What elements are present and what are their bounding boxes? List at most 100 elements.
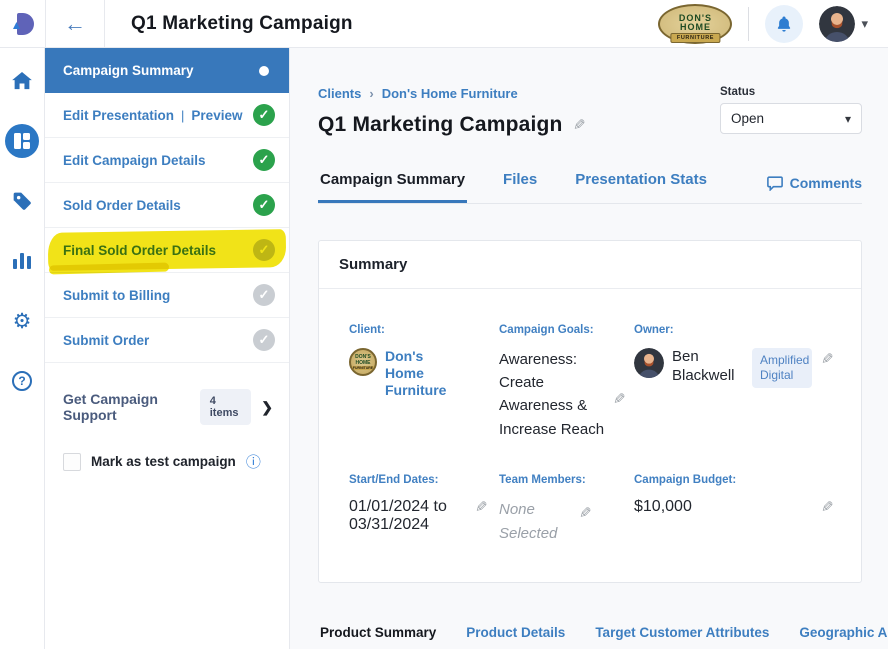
dates-label: Start/End Dates:	[349, 473, 439, 486]
status-group: Status Open ▾	[720, 86, 862, 134]
tab-geographic-areas[interactable]: Geographic Areas	[799, 624, 888, 640]
nav-item-label: Edit Campaign Details	[63, 152, 206, 168]
tags-nav-button[interactable]	[5, 184, 39, 218]
edit-budget-icon[interactable]: ✎	[821, 498, 834, 516]
campaign-support-link[interactable]: Get Campaign Support 4 items ❯	[45, 389, 289, 425]
nav-item-label: Sold Order Details	[63, 197, 181, 213]
brand-logo-icon	[12, 12, 34, 35]
back-arrow-icon: ←	[64, 10, 86, 36]
settings-nav-button[interactable]: ⚙	[5, 304, 39, 338]
owner-name: Ben Blackwell	[672, 347, 735, 384]
nav-item-submit-to-billing[interactable]: Submit to Billing ✓	[45, 273, 289, 318]
team-members-cell: Team Members: None Selected ✎	[499, 473, 634, 546]
status-dropdown[interactable]: Open ▾	[720, 103, 862, 134]
main-tabs: Campaign Summary Files Presentation Stat…	[318, 165, 862, 204]
gear-icon: ⚙	[12, 309, 32, 333]
test-campaign-checkbox[interactable]	[63, 452, 81, 471]
help-nav-button[interactable]: ?	[5, 364, 39, 398]
app-logo[interactable]	[0, 0, 45, 47]
check-icon: ✓	[253, 194, 275, 216]
status-label: Status	[720, 86, 756, 98]
test-campaign-label: Mark as test campaign	[91, 454, 236, 469]
reports-nav-button[interactable]	[5, 244, 39, 278]
chevron-down-icon: ▾	[861, 15, 868, 31]
tab-product-summary[interactable]: Product Summary	[318, 617, 438, 649]
info-icon[interactable]: ⓘ	[245, 454, 261, 471]
nav-item-label: Submit to Billing	[63, 287, 171, 303]
icon-rail: ⚙ ?	[0, 48, 45, 649]
breadcrumb-client-link[interactable]: Don's Home Furniture	[381, 86, 518, 101]
check-icon: ✓	[253, 149, 275, 171]
nav-item-final-sold-order-details[interactable]: Final Sold Order Details ✓	[45, 228, 289, 273]
chevron-down-icon: ▾	[844, 111, 851, 126]
tab-files[interactable]: Files	[503, 171, 538, 188]
user-menu[interactable]: ▾	[819, 5, 868, 42]
tab-presentation-stats[interactable]: Presentation Stats	[575, 171, 707, 188]
team-value: None Selected	[499, 500, 558, 542]
client-cell: Client: DON'S HOME FURNITURE Don's Home …	[349, 323, 499, 441]
nav-item-sold-order-details[interactable]: Sold Order Details ✓	[45, 183, 289, 228]
chevron-right-icon: ❯	[261, 398, 273, 415]
nav-item-edit-presentation[interactable]: Edit Presentation | Preview ✓	[45, 93, 289, 138]
client-name-link[interactable]: Don's Home Furniture	[385, 347, 447, 398]
nav-item-label: Submit Order	[63, 332, 150, 348]
top-bar-right: DON'S HOME FURNITURE	[658, 3, 888, 44]
edit-owner-icon[interactable]: ✎	[821, 350, 834, 368]
help-icon: ?	[12, 371, 32, 391]
nav-item-label: Final Sold Order Details	[63, 242, 217, 258]
breadcrumb-clients-link[interactable]: Clients	[318, 86, 362, 101]
client-label: Client:	[349, 324, 385, 336]
budget-cell: Campaign Budget: $10,000 ✎	[634, 473, 834, 546]
top-bar: ← Q1 Marketing Campaign DON'S HOME FURNI…	[0, 0, 888, 48]
test-campaign-row: Mark as test campaign ⓘ	[45, 451, 289, 472]
budget-value: $10,000	[634, 497, 692, 515]
nav-item-submit-order[interactable]: Submit Order ✓	[45, 318, 289, 363]
status-value: Open	[731, 111, 765, 126]
active-dot-icon	[259, 65, 269, 76]
goals-label: Campaign Goals:	[499, 324, 594, 336]
edit-dates-icon[interactable]: ✎	[475, 498, 488, 516]
campaigns-nav-button[interactable]	[5, 124, 39, 158]
page-title: Q1 Marketing Campaign	[318, 113, 563, 136]
nav-item-label[interactable]: Edit Presentation	[63, 107, 175, 123]
edit-goals-icon[interactable]: ✎	[613, 390, 626, 408]
dates-cell: Start/End Dates: 01/01/2024 to 03/31/202…	[349, 473, 499, 546]
check-icon: ✓	[253, 104, 275, 126]
check-icon: ✓	[253, 239, 275, 261]
dashboard-icon	[14, 133, 30, 149]
main-content: Clients › Don's Home Furniture Q1 Market…	[290, 48, 888, 649]
summary-card-title: Summary	[319, 241, 861, 289]
comments-label: Comments	[789, 175, 862, 191]
comments-button[interactable]: Comments	[766, 175, 862, 203]
support-label: Get Campaign Support	[63, 391, 158, 423]
tab-product-details[interactable]: Product Details	[466, 624, 566, 640]
edit-title-icon[interactable]: ✎	[572, 117, 586, 134]
goals-value: Awareness: Create Awareness & Increase R…	[499, 350, 605, 438]
label-separator: |	[181, 107, 185, 123]
home-nav-button[interactable]	[5, 64, 39, 98]
nav-item-campaign-summary[interactable]: Campaign Summary	[45, 48, 289, 93]
check-icon: ✓	[253, 284, 275, 306]
team-label: Team Members:	[499, 473, 586, 486]
window-title: Q1 Marketing Campaign	[131, 12, 353, 34]
product-tabs: Product Summary Product Details Target C…	[318, 617, 888, 649]
notifications-button[interactable]	[765, 4, 804, 43]
workflow-sidebar: Campaign Summary Edit Presentation | Pre…	[45, 48, 290, 649]
nav-item-label: Campaign Summary	[63, 63, 194, 78]
tag-icon	[13, 192, 31, 210]
nav-item-edit-campaign-details[interactable]: Edit Campaign Details ✓	[45, 138, 289, 183]
tab-campaign-summary[interactable]: Campaign Summary	[318, 165, 468, 203]
breadcrumb-separator-icon: ›	[369, 86, 374, 101]
owner-cell: Owner: Ben Blackwell	[634, 323, 834, 441]
bar-chart-icon	[13, 253, 31, 269]
comment-bubble-icon	[766, 175, 783, 191]
back-button[interactable]: ←	[45, 0, 105, 47]
budget-label: Campaign Budget:	[634, 473, 737, 486]
tab-target-customer-attributes[interactable]: Target Customer Attributes	[595, 624, 770, 640]
edit-team-icon[interactable]: ✎	[579, 504, 592, 522]
breadcrumb: Clients › Don's Home Furniture	[318, 86, 585, 101]
support-count-badge: 4 items	[199, 389, 252, 425]
nav-item-preview-link[interactable]: Preview	[191, 107, 243, 123]
bell-icon	[778, 16, 791, 32]
owner-label: Owner:	[634, 324, 674, 336]
